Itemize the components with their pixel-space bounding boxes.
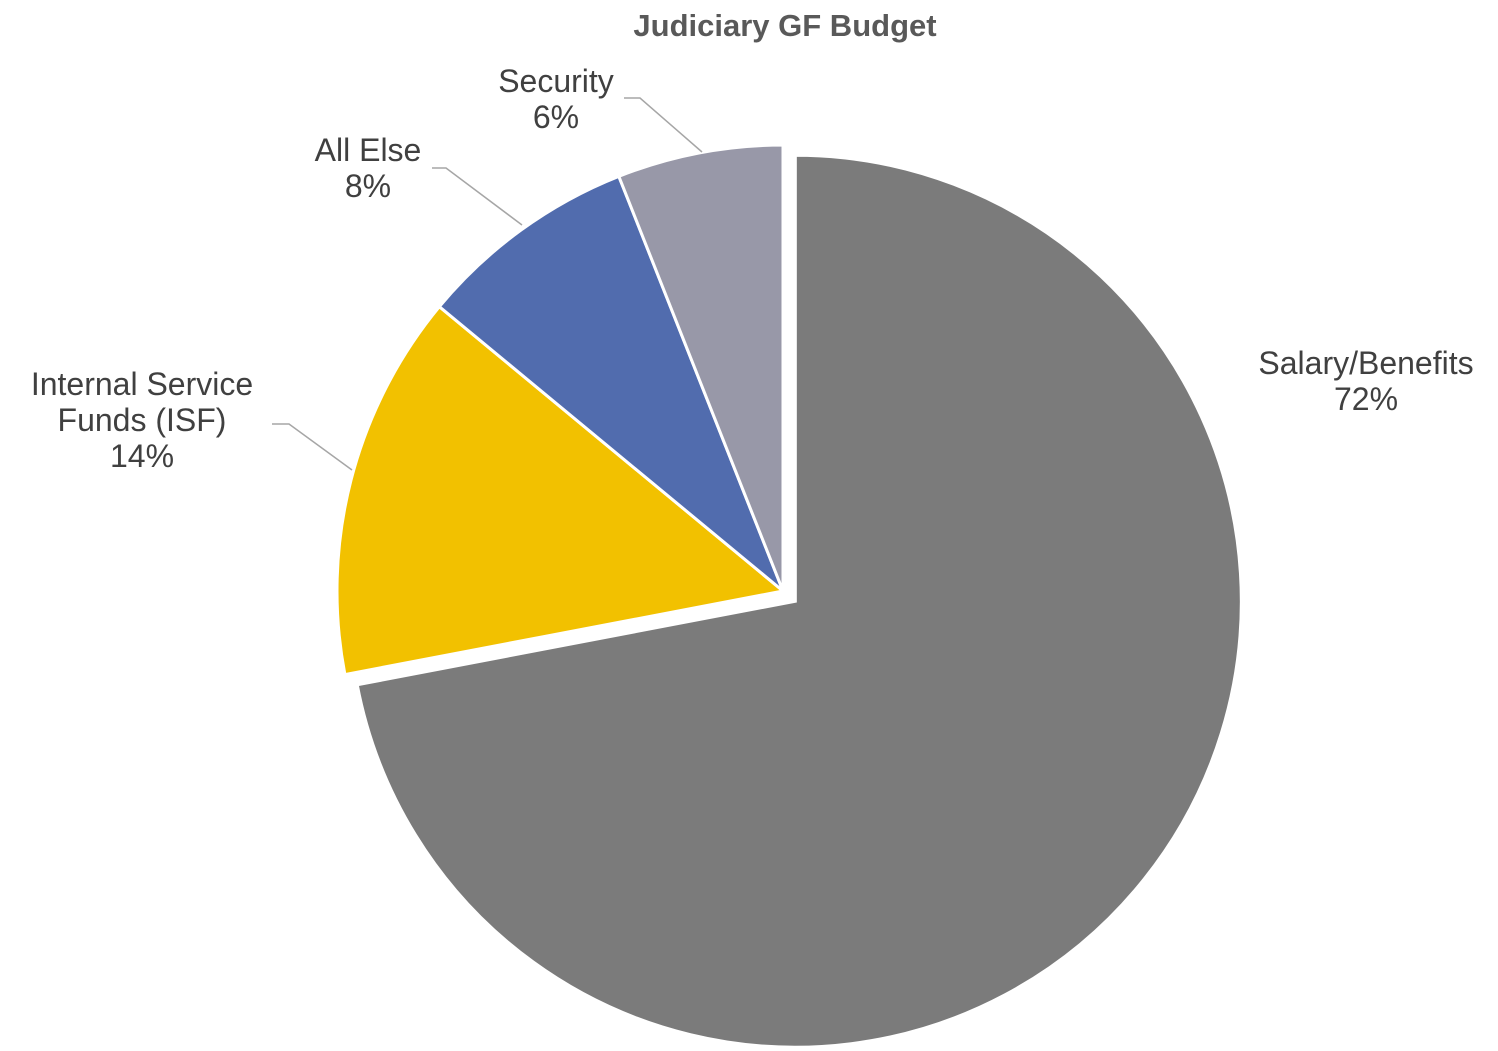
leader-line-all-else	[432, 167, 523, 226]
slice-category-all-else: All Else	[315, 132, 422, 168]
pie-slice-security	[616, 143, 785, 592]
slice-percent-security: 6%	[533, 99, 579, 135]
pie-slices	[335, 143, 1243, 1049]
leader-line-security	[624, 97, 703, 153]
slice-category-salary-benefits: Salary/Benefits	[1258, 345, 1473, 381]
slice-category-security: Security	[498, 63, 614, 99]
pie-slice-salary-benefits	[355, 153, 1243, 1049]
slice-percent-all-else: 8%	[345, 168, 391, 204]
leader-line-internal-service-funds-isf	[272, 423, 353, 471]
slice-percent-internal-service-funds-isf: 14%	[110, 438, 174, 474]
leader-lines	[272, 97, 703, 471]
pie-slice-internal-service-funds-isf	[335, 304, 787, 677]
chart-title: Judiciary GF Budget	[633, 8, 936, 43]
slice-category-internal-service-funds-isf: Funds (ISF)	[58, 402, 227, 438]
slice-percent-salary-benefits: 72%	[1334, 381, 1398, 417]
slice-category-internal-service-funds-isf: Internal Service	[31, 366, 253, 402]
pie-slice-all-else	[437, 174, 785, 593]
